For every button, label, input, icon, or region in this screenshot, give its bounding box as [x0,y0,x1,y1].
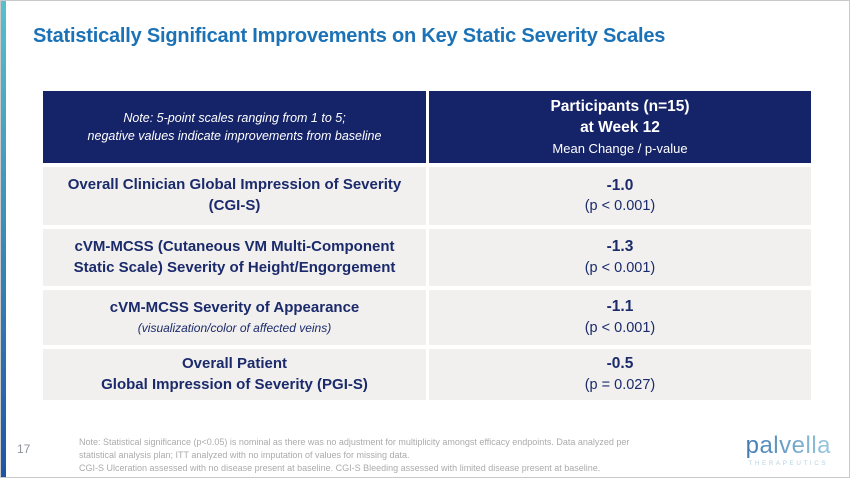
row-label-line: cVM-MCSS (Cutaneous VM Multi-Component [74,237,395,255]
header-participants-line3: Mean Change / p-value [552,140,688,156]
table-row-label-cgi-s: Overall Clinician Global Impression of S… [43,167,426,225]
table-header-participants-cell: Participants (n=15) at Week 12 Mean Chan… [429,91,811,163]
row-p-value: (p = 0.027) [584,376,656,393]
palvella-logo-wordmark: palvella [745,432,831,459]
row-mean-change: -1.1 [606,298,634,316]
table-row-value-cvm-mcss-appearance: -1.1 (p < 0.001) [429,290,811,345]
header-participants-line1: Participants (n=15) [550,97,690,115]
table-row-label-cvm-mcss-height: cVM-MCSS (Cutaneous VM Multi-Component S… [43,229,426,286]
page-number: 17 [17,442,31,456]
table-header-note-cell: Note: 5-point scales ranging from 1 to 5… [43,91,426,163]
palvella-logo-subtext: THERAPEUTICS [748,460,829,467]
row-label-line: cVM-MCSS Severity of Appearance [109,299,360,317]
row-p-value: (p < 0.001) [584,198,656,215]
row-mean-change: -0.5 [606,355,634,373]
table-row-value-pgi-s: -0.5 (p = 0.027) [429,349,811,400]
footnote-statistics: Note: Statistical significance (p<0.05) … [79,437,630,461]
table-row-label-cvm-mcss-appearance: cVM-MCSS Severity of Appearance (visuali… [43,290,426,345]
row-mean-change: -1.0 [606,176,634,194]
header-note-line2: negative values indicate improvements fr… [87,129,382,143]
left-accent-bar [1,1,6,477]
table-row-label-pgi-s: Overall Patient Global Impression of Sev… [43,349,426,400]
header-participants-line2: at Week 12 [580,119,660,137]
row-label-line: Overall Patient [181,354,288,372]
row-p-value: (p < 0.001) [584,259,656,276]
palvella-logo: palvella THERAPEUTICS [745,432,831,468]
footnote-baseline: CGI-S Ulceration assessed with no diseas… [79,463,601,474]
row-label-line: (CGI-S) [208,197,261,214]
row-label-line: Overall Clinician Global Impression of S… [67,176,402,194]
table-row-value-cvm-mcss-height: -1.3 (p < 0.001) [429,229,811,286]
table-row-value-cgi-s: -1.0 (p < 0.001) [429,167,811,225]
row-label-line: Global Impression of Severity (PGI-S) [101,375,368,393]
row-mean-change: -1.3 [606,238,634,256]
severity-scales-table: Note: 5-point scales ranging from 1 to 5… [43,91,811,400]
footnote: Note: Statistical significance (p<0.05) … [79,436,657,475]
row-label-line: Static Scale) Severity of Height/Engorge… [73,258,396,276]
row-label-subnote: (visualization/color of affected veins) [137,320,332,335]
page-title: Statistically Significant Improvements o… [33,25,666,47]
header-note-line1: Note: 5-point scales ranging from 1 to 5… [123,110,346,125]
row-p-value: (p < 0.001) [584,319,656,336]
